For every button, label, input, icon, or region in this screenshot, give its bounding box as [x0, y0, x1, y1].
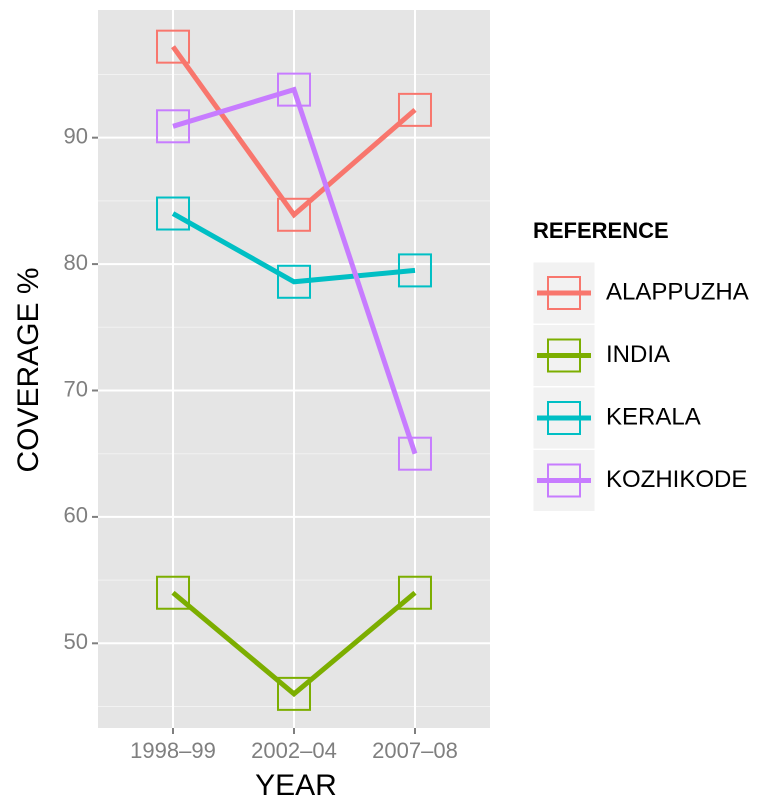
legend-key-marker — [547, 463, 581, 498]
y-tick-label: 60 — [64, 503, 88, 528]
series-line — [171, 211, 416, 285]
y-tick-label: 50 — [64, 629, 88, 654]
legend-key-marker — [547, 338, 581, 373]
marker — [397, 436, 432, 471]
x-tick-label: 2007–08 — [372, 738, 458, 763]
legend-label: KERALA — [606, 403, 701, 430]
marker — [156, 29, 191, 64]
y-tick-label: 90 — [64, 123, 88, 148]
legend-label: KOZHIKODE — [606, 466, 747, 493]
marker — [397, 253, 432, 288]
x-tick-label: 1998–99 — [130, 738, 216, 763]
marker — [156, 196, 191, 231]
series-line — [171, 590, 417, 698]
marker — [156, 109, 191, 144]
y-tick-label: 80 — [64, 250, 88, 275]
marker — [397, 92, 432, 127]
legend-key-marker — [547, 401, 581, 435]
legend-title: REFERENCE — [533, 218, 669, 243]
marker — [277, 72, 311, 107]
marker — [277, 676, 311, 711]
x-axis-title: YEAR — [255, 769, 337, 802]
marker — [397, 575, 432, 610]
marker — [156, 575, 191, 610]
legend-key-marker — [547, 276, 581, 310]
series-line — [170, 45, 417, 219]
legend-label: ALAPPUZHA — [606, 278, 749, 305]
legend-label: INDIA — [606, 341, 670, 368]
marker — [277, 197, 311, 232]
series-line — [172, 86, 418, 455]
y-tick-label: 70 — [64, 376, 88, 401]
x-tick-label: 2002–04 — [251, 738, 337, 763]
y-axis-title: COVERAGE % — [12, 267, 45, 472]
marker — [277, 264, 311, 299]
